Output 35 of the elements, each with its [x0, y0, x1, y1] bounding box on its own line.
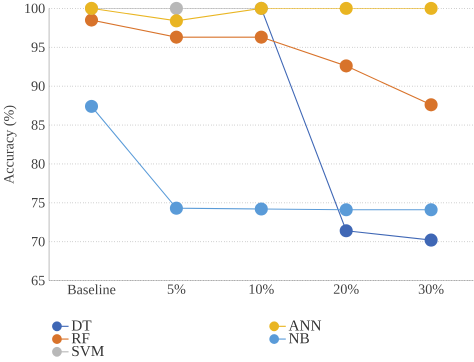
- legend-label: NB: [288, 333, 309, 344]
- point: [254, 202, 268, 216]
- point: [424, 2, 438, 15]
- point: [424, 234, 438, 247]
- point: [84, 14, 98, 27]
- x-tick-label: 30%: [418, 284, 444, 294]
- legend-label: RF: [72, 333, 90, 344]
- y-tick-label: 85: [32, 120, 45, 130]
- point: [424, 203, 438, 216]
- point: [340, 203, 353, 216]
- point: [170, 202, 183, 215]
- point: [84, 100, 98, 113]
- y-tick-label: 75: [32, 198, 45, 208]
- point: [170, 14, 183, 28]
- point: [340, 59, 353, 72]
- y-tick-label: 65: [32, 276, 45, 286]
- legend-label: SVM: [72, 346, 104, 356]
- point: [170, 2, 183, 15]
- point: [254, 30, 268, 44]
- legend-label: ANN: [288, 320, 322, 331]
- legend-label: DT: [72, 320, 92, 331]
- y-tick-label: 95: [32, 42, 45, 52]
- x-tick-label: 10%: [250, 284, 274, 294]
- y-tick-label: 100: [25, 4, 45, 14]
- x-tick-label: Baseline: [68, 284, 116, 294]
- point: [340, 224, 353, 238]
- point: [170, 30, 183, 44]
- y-axis-title: Accuracy (%): [4, 106, 17, 184]
- y-tick-label: 90: [32, 81, 45, 91]
- point: [340, 2, 353, 15]
- y-tick-label: 70: [32, 236, 45, 246]
- x-tick-label: 20%: [334, 284, 359, 294]
- y-tick-label: 80: [32, 159, 45, 169]
- x-tick-label: 5%: [168, 284, 186, 294]
- point: [424, 98, 438, 112]
